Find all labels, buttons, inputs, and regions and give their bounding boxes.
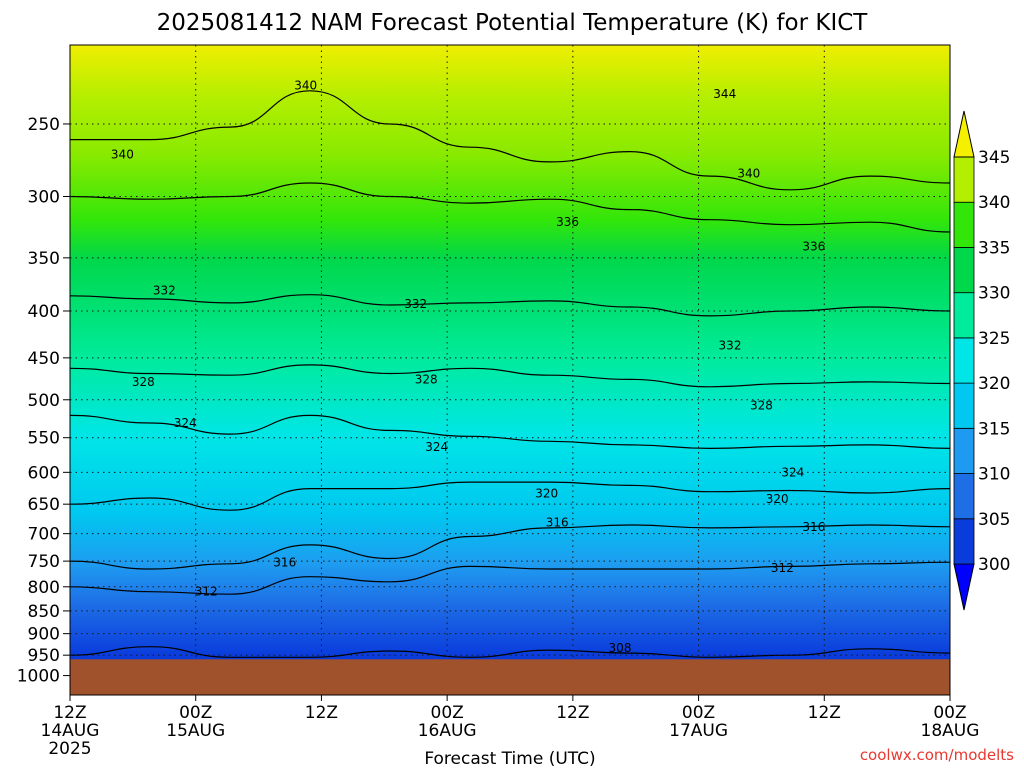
contour-label-332: 332 (153, 284, 176, 298)
colorbar-band-320 (953, 337, 975, 384)
isentrope-lines (69, 90, 951, 658)
x-tick-label-5-2: 17AUG (669, 721, 728, 741)
x-tick-label-7-1: 00Z (933, 703, 966, 723)
contour-label-312: 312 (771, 561, 794, 575)
x-tick-label-0-3: 2025 (48, 739, 91, 759)
x-tick-label-5-1: 00Z (682, 703, 715, 723)
x-tick-label-6-1: 12Z (808, 703, 841, 723)
contour-label-340: 340 (294, 79, 317, 93)
colorbar-band-300 (953, 518, 975, 565)
colorbar-band-305 (953, 473, 975, 520)
colorbar-label-340: 340 (978, 193, 1010, 213)
contour-label-312: 312 (195, 585, 218, 599)
y-tick-label-950: 950 (28, 646, 60, 666)
colorbar: 300 305 310 315 320 325 330 335 340 345 (953, 110, 1010, 611)
y-tick-label-550: 550 (28, 429, 60, 449)
y-tick-label-250: 250 (28, 115, 60, 135)
contour-label-344: 344 (713, 87, 736, 101)
colorbar-band-315 (953, 382, 975, 429)
y-axis-ticks: 250 300 350 400 450 500 550 600 650 700 750 800 850 9… (17, 115, 70, 687)
colorbar-band-340 (953, 156, 975, 203)
credit-text: coolwx.com/modelts (860, 746, 1014, 764)
x-tick-label-0-2: 14AUG (41, 721, 100, 741)
y-tick-label-350: 350 (28, 249, 60, 269)
colorbar-band-310 (953, 427, 975, 474)
colorbar-label-325: 325 (978, 329, 1010, 349)
colorbar-label-300: 300 (978, 555, 1010, 575)
colorbar-label-330: 330 (978, 284, 1010, 304)
contour-label-316: 316 (802, 520, 825, 534)
contour-label-324: 324 (781, 465, 804, 479)
contour-label-328: 328 (750, 398, 773, 412)
isentrope-328 (69, 364, 951, 388)
contour-label-328: 328 (132, 375, 155, 389)
contour-label-336: 336 (556, 215, 579, 229)
contour-label-332: 332 (719, 338, 742, 352)
contour-label-320: 320 (766, 492, 789, 506)
y-tick-label-1000: 1000 (17, 667, 60, 687)
contour-label-332: 332 (404, 297, 427, 311)
isentrope-340 (70, 90, 951, 191)
y-tick-label-850: 850 (28, 602, 60, 622)
chart-title: 2025081412 NAM Forecast Potential Temper… (157, 10, 869, 36)
isentrope-312 (69, 561, 951, 595)
contour-label-340: 340 (737, 166, 760, 180)
colorbar-label-320: 320 (978, 374, 1010, 394)
contour-label-316: 316 (546, 516, 569, 530)
plot-frame (69, 44, 951, 696)
colorbar-label-335: 335 (978, 238, 1010, 258)
y-tick-label-500: 500 (28, 391, 60, 411)
colorbar-label-315: 315 (978, 419, 1010, 439)
y-tick-label-450: 450 (28, 349, 60, 369)
colorbar-band-325 (953, 292, 975, 339)
x-tick-label-1-1: 00Z (179, 703, 212, 723)
terrain-below-surface (70, 659, 950, 695)
colorbar-band-335 (953, 201, 975, 248)
isentrope-316 (69, 524, 951, 570)
x-tick-label-4-1: 12Z (556, 703, 589, 723)
y-tick-label-800: 800 (28, 578, 60, 598)
x-tick-label-0-1: 12Z (53, 703, 86, 723)
contour-label-316: 316 (273, 556, 296, 570)
y-tick-label-750: 750 (28, 552, 60, 572)
colorbar-band-330 (953, 247, 975, 294)
y-tick-label-300: 300 (28, 188, 60, 208)
contour-label-324: 324 (174, 416, 197, 430)
colorbar-label-305: 305 (978, 510, 1010, 530)
y-tick-label-650: 650 (28, 495, 60, 515)
colorbar-low-arrow (953, 563, 975, 611)
y-tick-label-600: 600 (28, 463, 60, 483)
isentrope-324 (69, 414, 951, 450)
colorbar-label-310: 310 (978, 465, 1010, 485)
x-tick-label-1-2: 15AUG (166, 721, 225, 741)
x-tick-label-3-1: 00Z (431, 703, 464, 723)
contour-label-340: 340 (111, 148, 134, 162)
x-tick-label-2-1: 12Z (305, 703, 338, 723)
contour-label-308: 308 (609, 641, 632, 655)
contour-label-320: 320 (535, 487, 558, 501)
y-tick-label-700: 700 (28, 525, 60, 545)
x-tick-label-7-2: 18AUG (921, 721, 980, 741)
x-tick-label-3-2: 16AUG (418, 721, 477, 741)
isentrope-332 (69, 294, 951, 317)
contour-labels: 344 340 340 340 336 336 332 332 332 328 328 328 324 3… (111, 79, 825, 655)
contour-label-324: 324 (425, 440, 448, 454)
x-axis-label: Forecast Time (UTC) (424, 749, 595, 768)
contour-label-336: 336 (802, 239, 825, 253)
y-tick-label-900: 900 (28, 625, 60, 645)
colorbar-high-arrow (953, 110, 975, 158)
contour-label-328: 328 (415, 372, 438, 386)
isentrope-320 (69, 481, 951, 511)
y-tick-label-400: 400 (28, 302, 60, 322)
colorbar-label-345: 345 (978, 148, 1010, 168)
